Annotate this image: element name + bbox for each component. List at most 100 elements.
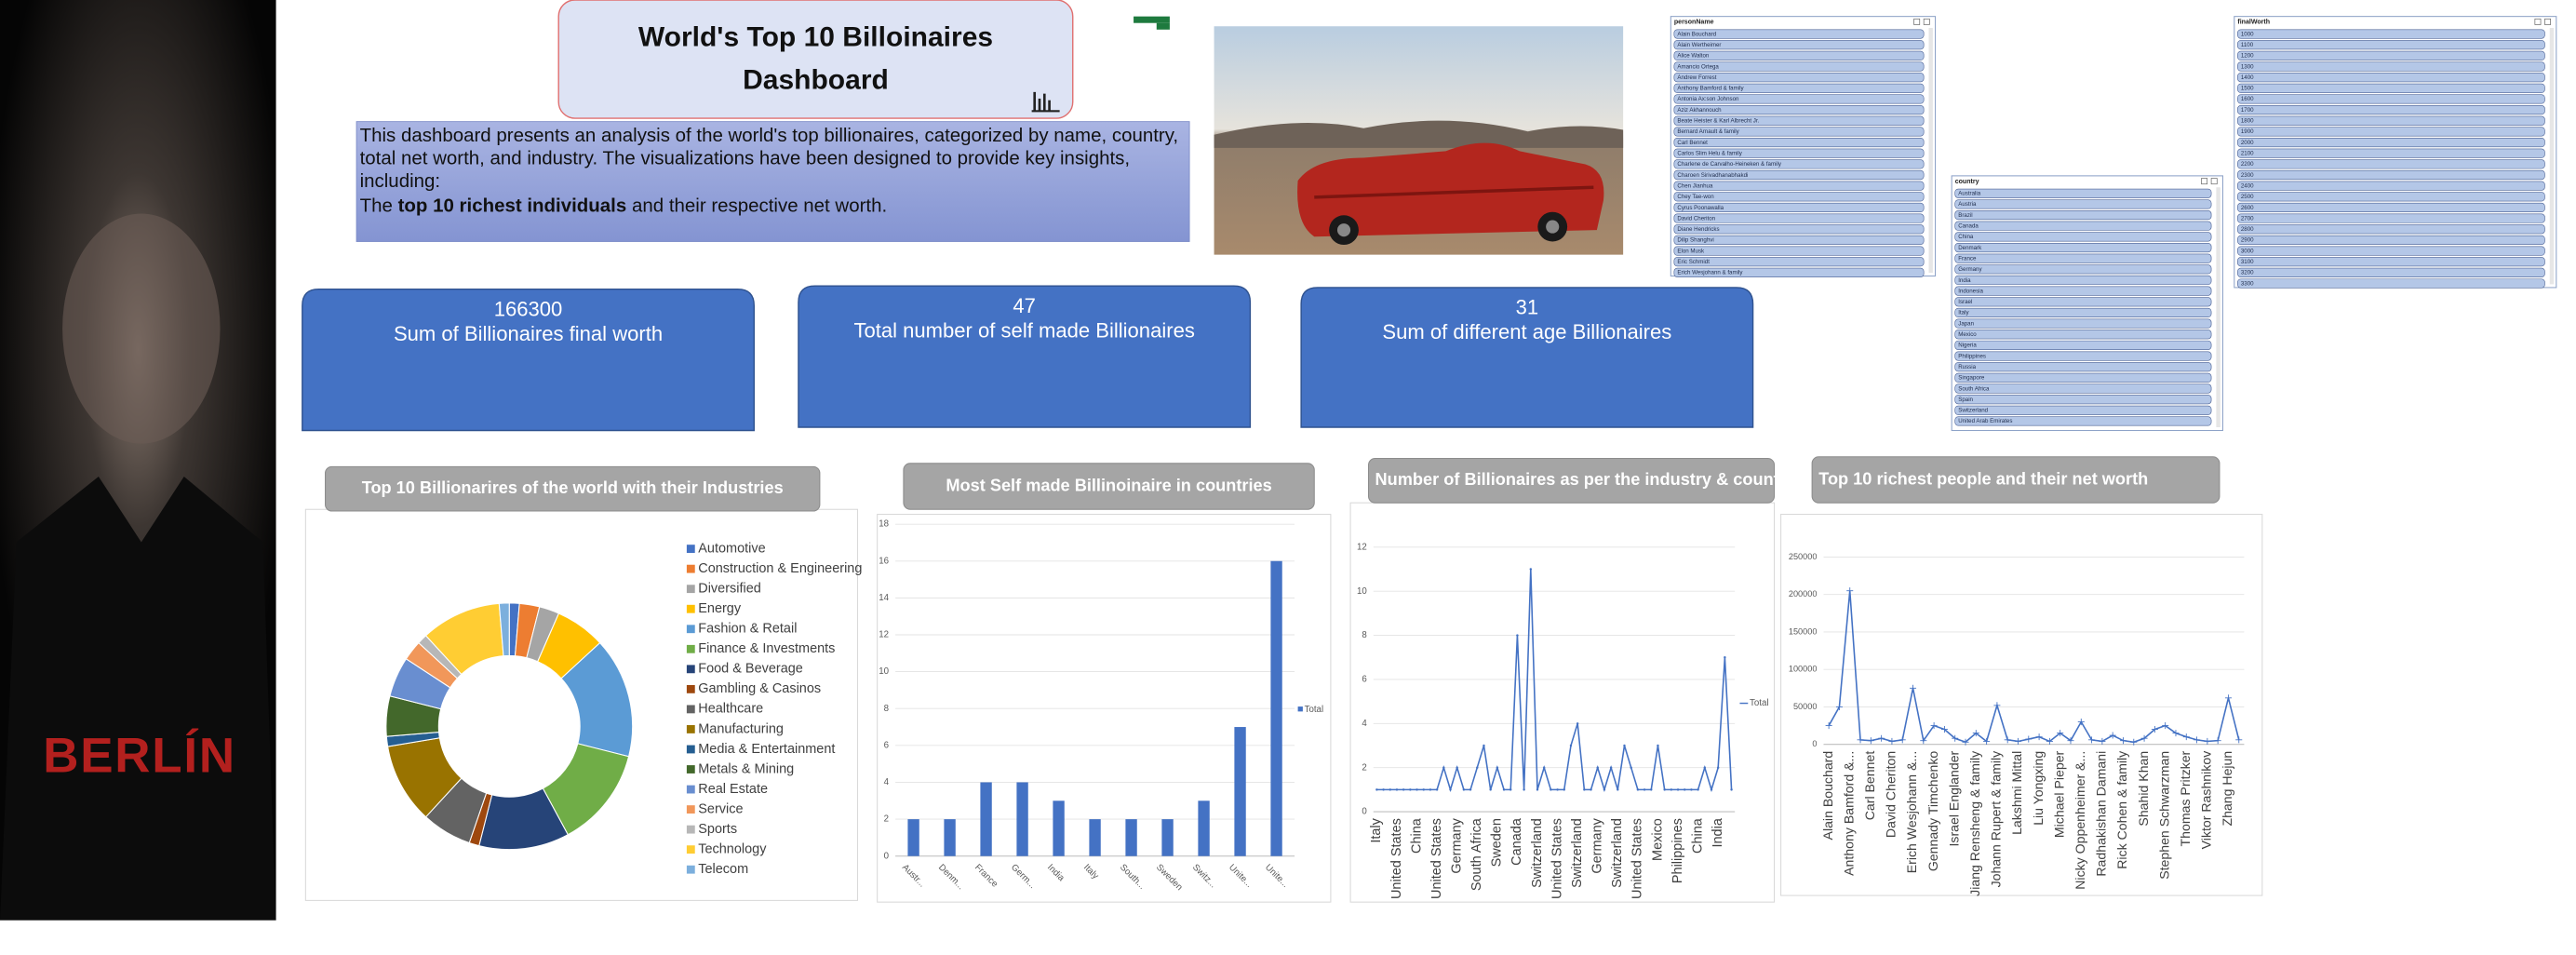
slicer-item-label: Carl Bennet (1677, 140, 1708, 146)
x-tick-label: Sweden (1490, 818, 1505, 867)
y-tick-label: 8 (1362, 630, 1366, 640)
slicer-icon (2544, 18, 2551, 25)
slicer-item: Singapore (1954, 372, 2212, 383)
y-tick-label: 250000 (1789, 552, 1818, 561)
legend-label: Food & Beverage (698, 662, 803, 677)
kpi-label: Sum of Billionaires final worth (394, 322, 663, 345)
slicer-item-box (1954, 351, 2212, 361)
slicer-item-label: 1400 (2241, 74, 2254, 81)
line-marker (1930, 722, 1938, 730)
line-marker (1609, 766, 1613, 769)
slicer-item-box (2237, 159, 2545, 169)
slicer: country Australia Austria Brazil Canada China… (1951, 175, 2223, 432)
bar (1198, 800, 1210, 856)
slicer-item-label: David Cheriton (1677, 215, 1715, 222)
x-tick-label: Jiang Rensheng & family (1967, 750, 1982, 896)
y-tick-label: 6 (1362, 675, 1366, 685)
poster: BERLÍN (0, 0, 276, 921)
slicer-item: Bernard Arnault & family (1673, 127, 1925, 137)
slicer-item-box (1673, 267, 1925, 277)
line-marker (1576, 722, 1579, 725)
x-tick-label: David Cheriton (1884, 751, 1898, 838)
slicer-item-box (1954, 264, 2212, 275)
slicer-item: 3000 (2237, 246, 2545, 256)
line-marker (1442, 766, 1445, 769)
line-marker (1676, 788, 1680, 791)
legend-swatch (686, 625, 695, 634)
slicer-scrollbar (2216, 187, 2220, 427)
slicer-item-box (2237, 50, 2545, 61)
slicer-item-box (2237, 83, 2545, 93)
line-marker (1603, 788, 1606, 791)
x-tick-label: Carl Bennet (1862, 751, 1877, 821)
y-tick-label: 8 (884, 704, 889, 714)
line-marker (2057, 730, 2064, 737)
x-tick-label: Switzerland (1610, 818, 1625, 888)
slicer-item: Carlos Slim Helu & family (1673, 148, 1925, 158)
slicer-item-label: Chey Tae-won (1677, 194, 1714, 200)
slicer-item: 2700 (2237, 213, 2545, 223)
legend-label: Gambling & Casinos (698, 681, 821, 696)
poster-face (62, 213, 221, 444)
slicer-item: 1100 (2237, 40, 2545, 50)
slicer-item-label: 2900 (2241, 237, 2254, 244)
line-marker (1542, 766, 1546, 769)
slicer-icon (2210, 178, 2218, 185)
slicer-item-box (2237, 278, 2545, 289)
description-holder: This dashboard presents an analysis of t… (356, 122, 1189, 222)
line-marker (1663, 788, 1666, 791)
slicer-item: 2300 (2237, 169, 2545, 181)
chart-title: Top 10 Billionarires of the world with t… (362, 478, 784, 497)
slicer-item: Nigeria (1954, 340, 2212, 350)
line-marker (1590, 788, 1592, 791)
slicer-item-label: 1800 (2241, 118, 2254, 125)
slicer-item-label: France (1958, 255, 1977, 262)
slicer-item: 1800 (2237, 115, 2545, 126)
slicer-item: Alice Walton (1673, 50, 1925, 61)
line-marker (2119, 737, 2127, 745)
slicer-item: 1700 (2237, 105, 2545, 115)
slicer-item-box (1673, 115, 1925, 126)
slicer-item: Chen Jianhua (1673, 181, 1925, 191)
slicer-item-label: Austria (1958, 201, 1977, 208)
slicer-item: Dilip Shanghvi (1673, 235, 1925, 245)
chart-header (1811, 456, 2220, 504)
x-tick-label: Michael Pieper (2051, 750, 2066, 838)
slicer-item-label: 1000 (2241, 31, 2254, 37)
slicer-icon (2534, 18, 2542, 25)
line-marker (1550, 788, 1552, 791)
chart-panel (1780, 514, 2263, 896)
slicer-item: Brazil (1954, 210, 2212, 221)
slicer-item-box (1673, 148, 1925, 158)
bar (1270, 560, 1282, 856)
line-marker (1630, 766, 1632, 769)
x-tick-label: Canada (1509, 817, 1524, 866)
line-marker (2025, 735, 2033, 743)
slicer-item-box (2237, 61, 2545, 72)
slicer-item: 2500 (2237, 192, 2545, 202)
slicer-item-box (1673, 83, 1925, 93)
line-marker (1730, 788, 1733, 791)
slicer-item-label: Singapore (1958, 375, 1985, 382)
slicer-item-box (2237, 169, 2545, 181)
chart-header (903, 463, 1315, 510)
line-marker (1563, 788, 1566, 791)
description: This dashboard presents an analysis of t… (356, 122, 1189, 222)
y-tick-label: 10 (1357, 586, 1367, 597)
line-marker (1650, 788, 1653, 791)
line-marker (2214, 737, 2221, 745)
slicer-item-box (2237, 267, 2545, 277)
line-marker (1489, 788, 1492, 791)
bar (1089, 819, 1101, 856)
chart-title: Top 10 richest people and their net wort… (1818, 469, 2148, 488)
y-tick-label: 150000 (1789, 626, 1818, 636)
line-marker (1878, 734, 1885, 742)
slicer-item-label: Aziz Akhannouch (1677, 107, 1722, 114)
bar (1125, 819, 1137, 856)
bar (944, 819, 956, 856)
line-marker (1703, 766, 1707, 769)
chart-header (1367, 457, 1776, 504)
slicer-item: Chey Tae-won (1673, 192, 1925, 202)
line-marker (1909, 684, 1917, 692)
line-marker (1657, 744, 1659, 747)
